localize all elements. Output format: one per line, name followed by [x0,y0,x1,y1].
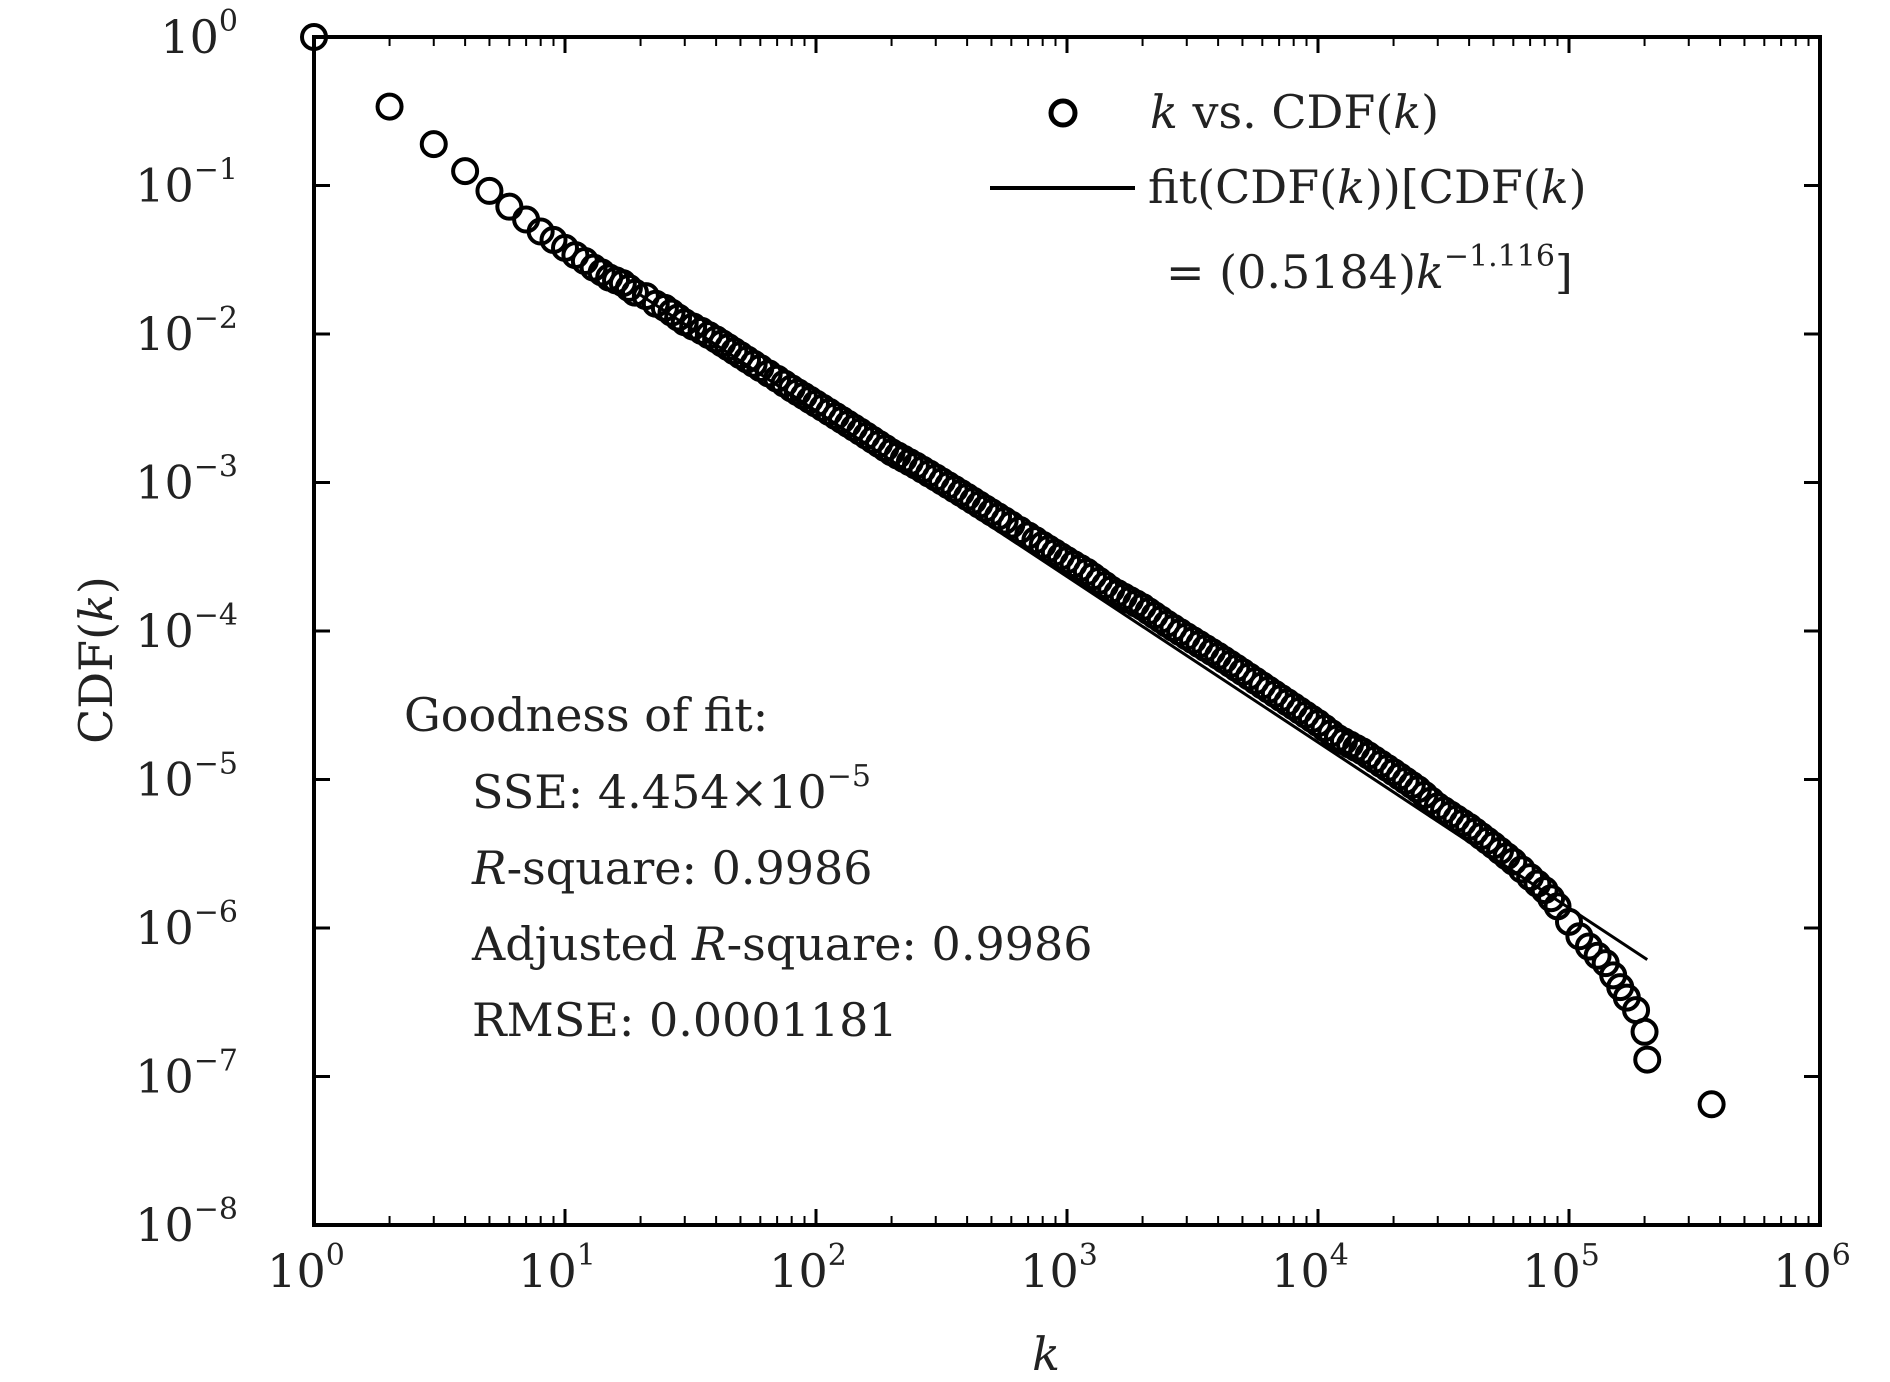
data-point [664,303,693,332]
data-point [1507,855,1536,884]
legend-marker-circle [1048,98,1078,128]
x-tick-label: 104 [1271,1238,1349,1298]
x-tick-label: 106 [1773,1238,1851,1298]
legend-label-fit-line2: = (0.5184)k−1.116] [1166,239,1573,299]
goodness-of-fit-annotation: Goodness of fit: SSE: 4.454×10−5 R-squar… [404,688,1093,1047]
y-tick-label: 10−3 [135,450,238,510]
y-tick-label: 10−5 [135,747,238,807]
data-point [1574,932,1603,961]
data-point [1537,884,1566,913]
data-point [1633,1045,1662,1074]
y-tick-label: 10−1 [135,153,238,213]
y-tick-label: 10−8 [135,1192,238,1252]
data-layer [300,23,1726,1119]
data-point [1630,1017,1659,1046]
annotation-heading: Goodness of fit: [404,688,768,742]
x-tick-label: 100 [267,1238,345,1298]
legend-label-scatter: k vs. CDF(k) [1150,85,1439,139]
x-tick-label: 103 [1020,1238,1098,1298]
tick-layer: 100 101 102 103 104 105 106 100 10−1 10−2 10−3 10−4… [135,4,1851,1298]
y-tick-label: 10−2 [135,301,238,361]
x-tick-label: 102 [769,1238,847,1298]
data-point [451,157,480,186]
x-tick-label: 101 [518,1238,596,1298]
data-point [1499,847,1528,876]
y-tick-label: 10−6 [135,895,238,955]
x-tick-label: 105 [1522,1238,1600,1298]
data-point [475,176,504,205]
data-point [375,92,404,121]
x-axis-title: k [1032,1327,1060,1381]
y-axis-title: CDF(k) [69,576,123,744]
data-point [1583,941,1612,970]
annotation-r-square: R-square: 0.9986 [471,841,873,895]
y-tick-label: 10−7 [135,1044,238,1104]
annotation-adjusted-r-square: Adjusted R-square: 0.9986 [471,917,1093,971]
annotation-rmse: RMSE: 0.0001181 [472,993,898,1047]
data-point [1697,1090,1726,1119]
data-point [614,273,643,302]
y-tick-label: 100 [160,4,238,64]
legend-label-fit-line1: fit(CDF(k))[CDF(k) [1148,160,1587,214]
y-tick-label: 10−4 [135,598,238,658]
legend: k vs. CDF(k) fit(CDF(k))[CDF(k) = (0.518… [990,85,1587,299]
data-point [419,130,448,159]
annotation-sse: SSE: 4.454×10−5 [472,759,871,819]
